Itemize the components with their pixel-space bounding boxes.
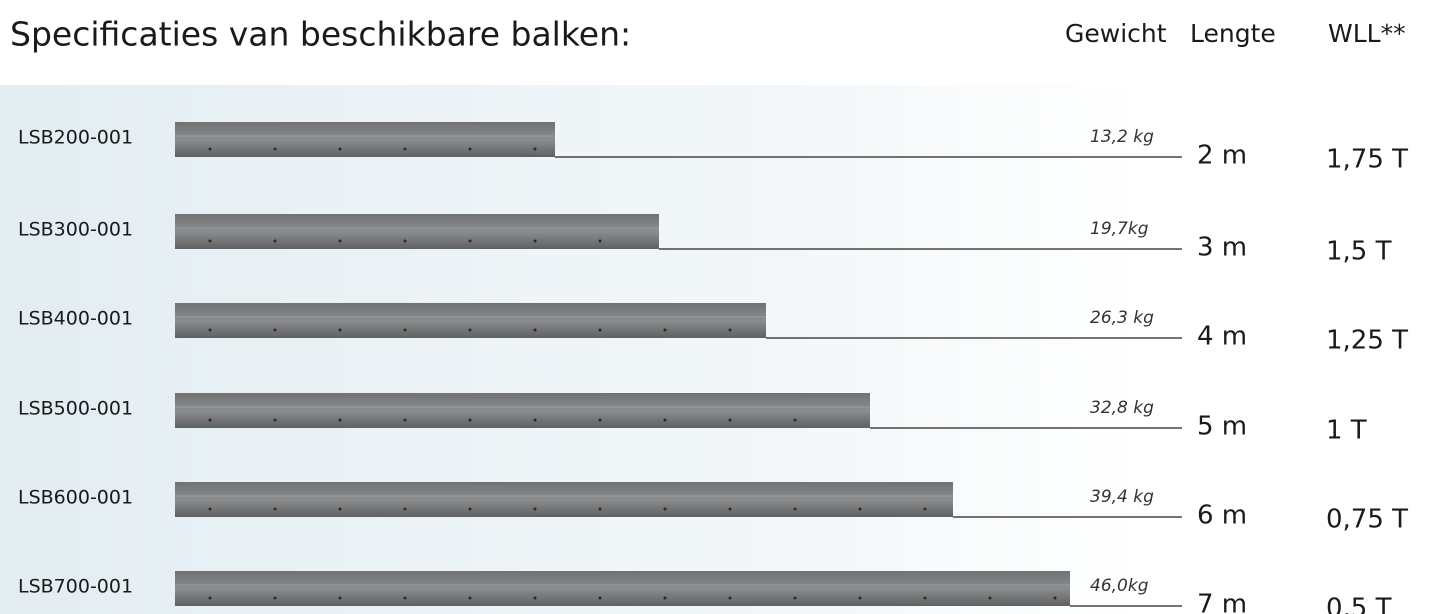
beam-hole [859,597,862,600]
beam-code: LSB200-001 [18,127,133,149]
beam-hole [599,419,602,422]
beam-hole [404,240,407,243]
beam-hole [469,597,472,600]
beam-hole [794,597,797,600]
beam-hole [534,508,537,511]
column-header: WLL** [1328,19,1406,48]
length: 5 m [1197,412,1247,442]
column-header: Lengte [1190,19,1276,48]
beam-hole [404,148,407,151]
beam [175,122,555,157]
weight: 46,0kg [1090,576,1149,596]
weight: 39,4 kg [1090,487,1154,507]
beam-code: LSB600-001 [18,487,133,509]
beam-hole [469,419,472,422]
wll: 0,75 T [1326,505,1408,535]
beam-hole [469,240,472,243]
beam-hole [924,597,927,600]
page: Specificaties van beschikbare balken: Ge… [0,0,1434,614]
beam-hole [404,508,407,511]
beam-hole [209,508,212,511]
length: 2 m [1197,141,1247,171]
wll: 1,75 T [1326,145,1408,175]
beam-hole [729,419,732,422]
title: Specificaties van beschikbare balken: [10,15,631,54]
beam-hole [729,329,732,332]
beam-hole [664,508,667,511]
beam-hole [599,240,602,243]
beam-hole [274,508,277,511]
beam-hole [469,508,472,511]
beam-hole [339,508,342,511]
weight: 32,8 kg [1090,398,1154,418]
beam-hole [339,329,342,332]
beam-hole [339,240,342,243]
wll: 0,5 T [1326,594,1392,614]
beam-hole [469,329,472,332]
beam-hole [274,148,277,151]
beam-hole [794,419,797,422]
beam-hole [664,419,667,422]
beam-hole [209,240,212,243]
beam-hole [339,419,342,422]
beam-hole [664,329,667,332]
weight: 26,3 kg [1090,308,1154,328]
beam-hole [274,240,277,243]
beam-hole [469,148,472,151]
beam [175,214,659,249]
beam-hole [599,508,602,511]
beam-hole [339,597,342,600]
wll: 1,25 T [1326,326,1408,356]
beam-hole [274,329,277,332]
beam-hole [534,419,537,422]
beam-hole [209,419,212,422]
length: 6 m [1197,501,1247,531]
beam-hole [404,419,407,422]
beam-hole [404,329,407,332]
wll: 1,5 T [1326,237,1392,267]
length: 4 m [1197,322,1247,352]
beam [175,482,953,517]
beam-hole [729,597,732,600]
beam-hole [924,508,927,511]
beam-hole [404,597,407,600]
beam-hole [534,240,537,243]
beam-hole [209,329,212,332]
wll: 1 T [1326,416,1367,446]
beam-code: LSB500-001 [18,398,133,420]
beam-code: LSB300-001 [18,219,133,241]
beam-hole [209,148,212,151]
beam-hole [859,508,862,511]
beam-code: LSB400-001 [18,308,133,330]
beam [175,303,766,338]
beam [175,393,870,428]
beam-hole [534,329,537,332]
beam-hole [339,148,342,151]
beam-hole [274,597,277,600]
beam-hole [1054,597,1057,600]
beam-hole [989,597,992,600]
weight: 13,2 kg [1090,127,1154,147]
beam-hole [664,597,667,600]
column-header: Gewicht [1065,19,1167,48]
beam-hole [534,597,537,600]
length: 3 m [1197,233,1247,263]
beam-hole [209,597,212,600]
weight: 19,7kg [1090,219,1149,239]
beam-hole [274,419,277,422]
beam [175,571,1070,606]
beam-hole [729,508,732,511]
beam-hole [794,508,797,511]
beam-hole [534,148,537,151]
length: 7 m [1197,590,1247,614]
beam-hole [599,329,602,332]
beam-code: LSB700-001 [18,576,133,598]
beam-hole [599,597,602,600]
